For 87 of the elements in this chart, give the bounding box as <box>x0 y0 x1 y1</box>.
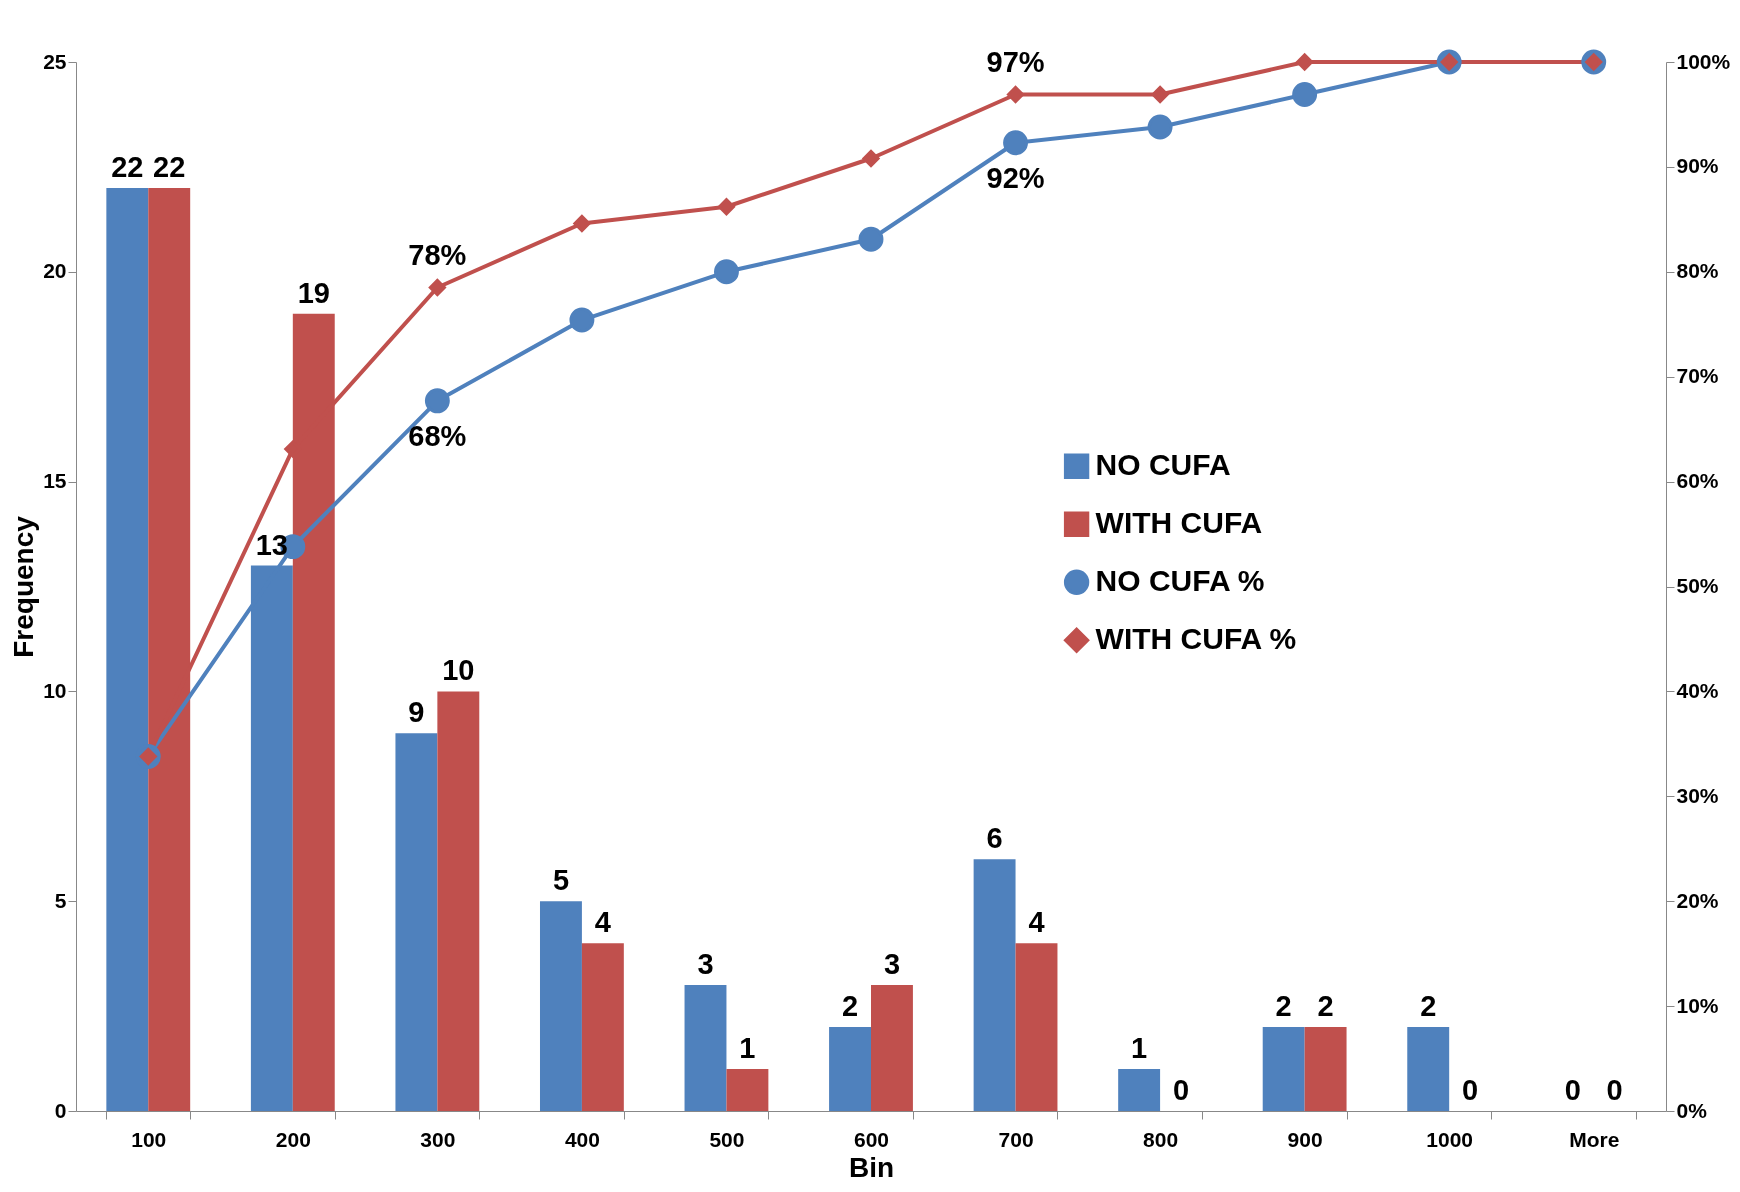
data-label: 0 <box>1462 1074 1479 1106</box>
y-tick-label: 5 <box>54 888 67 912</box>
bar <box>726 1069 769 1111</box>
point <box>717 198 736 216</box>
legend-label: WITH CUFA <box>1095 506 1263 540</box>
bar <box>437 691 480 1111</box>
x-tick-label: 900 <box>1287 1127 1323 1151</box>
y2-tick-label: 40% <box>1676 678 1719 702</box>
point <box>424 388 450 414</box>
x-tick-label: 1000 <box>1426 1127 1474 1151</box>
data-label: 2 <box>841 990 859 1023</box>
legend-label: WITH CUFA % <box>1095 622 1297 656</box>
y2-tick-label: 60% <box>1676 469 1719 493</box>
bar <box>1015 943 1058 1111</box>
point <box>428 278 446 297</box>
data-label: 1 <box>739 1032 756 1065</box>
point <box>1003 130 1028 156</box>
bar <box>539 901 582 1111</box>
data-label: 78% <box>408 238 467 271</box>
y-tick-label: 0 <box>54 1098 67 1122</box>
point <box>1151 85 1169 104</box>
data-label: 3 <box>883 948 901 981</box>
data-label: 6 <box>986 822 1003 855</box>
y2-tick-label: 10% <box>1676 993 1719 1017</box>
data-label: 5 <box>552 864 570 897</box>
data-label: 0 <box>1564 1074 1581 1106</box>
data-label: 68% <box>408 419 467 452</box>
data-label: 2 <box>1420 990 1437 1023</box>
y-tick-label: 10 <box>43 678 67 702</box>
bar <box>1262 1027 1305 1111</box>
point <box>1296 53 1314 71</box>
bar <box>395 733 438 1111</box>
y2-tick-label: 80% <box>1676 259 1719 283</box>
bar <box>1118 1069 1161 1111</box>
bar <box>973 859 1016 1111</box>
bar <box>871 985 913 1111</box>
point <box>714 259 739 285</box>
legend-label: NO CUFA % <box>1095 564 1265 598</box>
data-label: 97% <box>986 45 1045 78</box>
bar <box>684 985 727 1111</box>
bar <box>1407 1027 1450 1111</box>
data-label: 4 <box>594 906 611 939</box>
x-tick-label: 700 <box>998 1127 1034 1151</box>
point <box>573 214 591 233</box>
y-tick-label: 15 <box>43 469 67 493</box>
y2-tick-label: 20% <box>1676 888 1719 912</box>
point <box>862 149 880 168</box>
bar <box>581 943 624 1111</box>
x-tick-label: More <box>1569 1127 1620 1151</box>
y-tick-label: 25 <box>43 49 67 73</box>
y2-tick-label: 70% <box>1676 364 1719 388</box>
point <box>858 226 884 252</box>
y2-tick-label: 50% <box>1676 574 1719 597</box>
y2-tick-label: 100% <box>1676 49 1731 73</box>
legend-label: NO CUFA <box>1095 448 1231 482</box>
x-tick-label: 200 <box>275 1127 311 1151</box>
data-label: 19 <box>297 276 330 309</box>
data-label: 2 <box>1275 990 1292 1023</box>
data-label: 10 <box>442 654 475 687</box>
data-label: 2 <box>1317 990 1334 1023</box>
point <box>569 307 595 333</box>
point <box>1006 85 1025 104</box>
point <box>1147 114 1173 140</box>
bar <box>1304 1027 1347 1111</box>
x-tick-label: 600 <box>853 1127 890 1151</box>
y-tick-label: 20 <box>43 259 67 283</box>
data-label: 22 <box>111 150 144 183</box>
x-tick-label: 400 <box>564 1127 600 1151</box>
x-tick-label: 500 <box>709 1127 745 1151</box>
x-tick-label: 800 <box>1143 1127 1179 1151</box>
data-label: 92% <box>986 161 1045 194</box>
bar <box>829 1027 871 1111</box>
x-tick-label: 300 <box>420 1127 456 1151</box>
data-label: 9 <box>408 696 425 729</box>
data-label: 1 <box>1131 1032 1148 1065</box>
y2-tick-label: 30% <box>1676 783 1719 807</box>
y2-tick-label: 0% <box>1676 1098 1708 1122</box>
data-label: 3 <box>697 948 714 981</box>
x-axis-title: Bin <box>848 1151 895 1183</box>
data-label: 4 <box>1028 906 1045 939</box>
point <box>1292 82 1318 107</box>
x-tick-label: 100 <box>131 1127 167 1151</box>
data-label: 0 <box>1172 1074 1190 1106</box>
y-axis-title: Frequency <box>8 515 40 658</box>
y2-tick-label: 90% <box>1676 154 1719 178</box>
data-label: 0 <box>1606 1074 1623 1106</box>
data-label: 22 <box>153 150 186 183</box>
